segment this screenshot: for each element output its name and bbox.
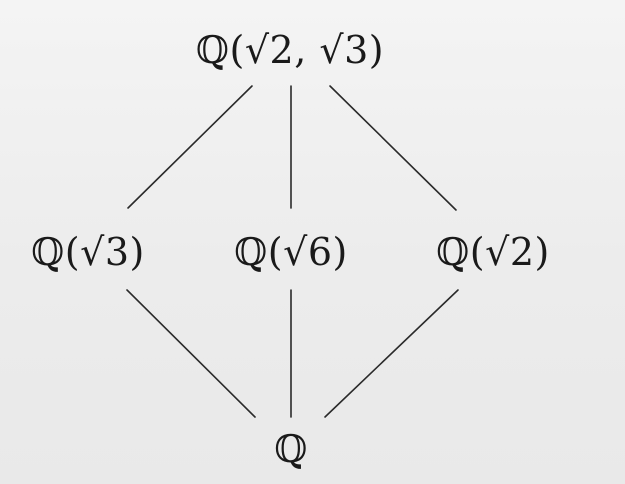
node-q-sqrt3: ℚ(√3) (31, 230, 145, 274)
edge-left-bottom (126, 289, 256, 418)
edge-top-left (127, 85, 253, 209)
node-q-sqrt6: ℚ(√6) (234, 230, 348, 274)
edge-right-bottom (324, 289, 459, 418)
edge-top-right (329, 85, 457, 211)
node-q: ℚ (274, 427, 308, 471)
node-q-sqrt2: ℚ(√2) (436, 230, 550, 274)
node-q-sqrt2-sqrt3: ℚ(√2, √3) (195, 28, 385, 72)
